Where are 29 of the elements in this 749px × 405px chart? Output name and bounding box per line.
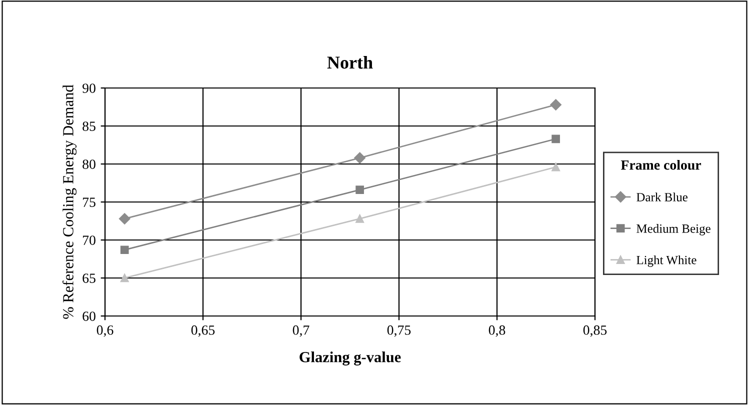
y-tick-label: 70 (83, 236, 96, 245)
point (354, 152, 366, 164)
y-tick-label: 65 (82, 274, 96, 283)
x-tick-label: 0,85 (583, 325, 607, 337)
y-tick-label: 75 (83, 198, 96, 207)
x-tick-label: 0,7 (292, 325, 310, 337)
x-tick-label: 0,8 (488, 325, 506, 337)
point (356, 186, 364, 194)
point (552, 162, 560, 172)
point (118, 213, 130, 224)
point (120, 246, 129, 254)
y-tick-label: 80 (82, 160, 96, 169)
chart-title: North (327, 56, 373, 69)
x-tick-label: 0,6 (96, 325, 114, 337)
point (356, 214, 364, 223)
x-tick-label: 0,75 (387, 325, 411, 337)
y-tick-label: 60 (82, 312, 96, 321)
y-tick-label: 85 (82, 122, 96, 131)
point (120, 274, 129, 282)
legend-label: Medium Beige (636, 224, 710, 236)
y-axis-title: % Reference Cooling Energy Demand (62, 84, 77, 319)
legend-title: Frame colour (620, 160, 702, 170)
x-axis-title: Glazing g-value (300, 352, 401, 366)
point (552, 134, 560, 144)
x-tick-label: 0,65 (191, 325, 215, 337)
y-tick-label: 90 (82, 84, 96, 93)
legend-label: Light White (636, 255, 696, 267)
legend-label: Dark Blue (636, 192, 688, 202)
point (550, 99, 562, 110)
